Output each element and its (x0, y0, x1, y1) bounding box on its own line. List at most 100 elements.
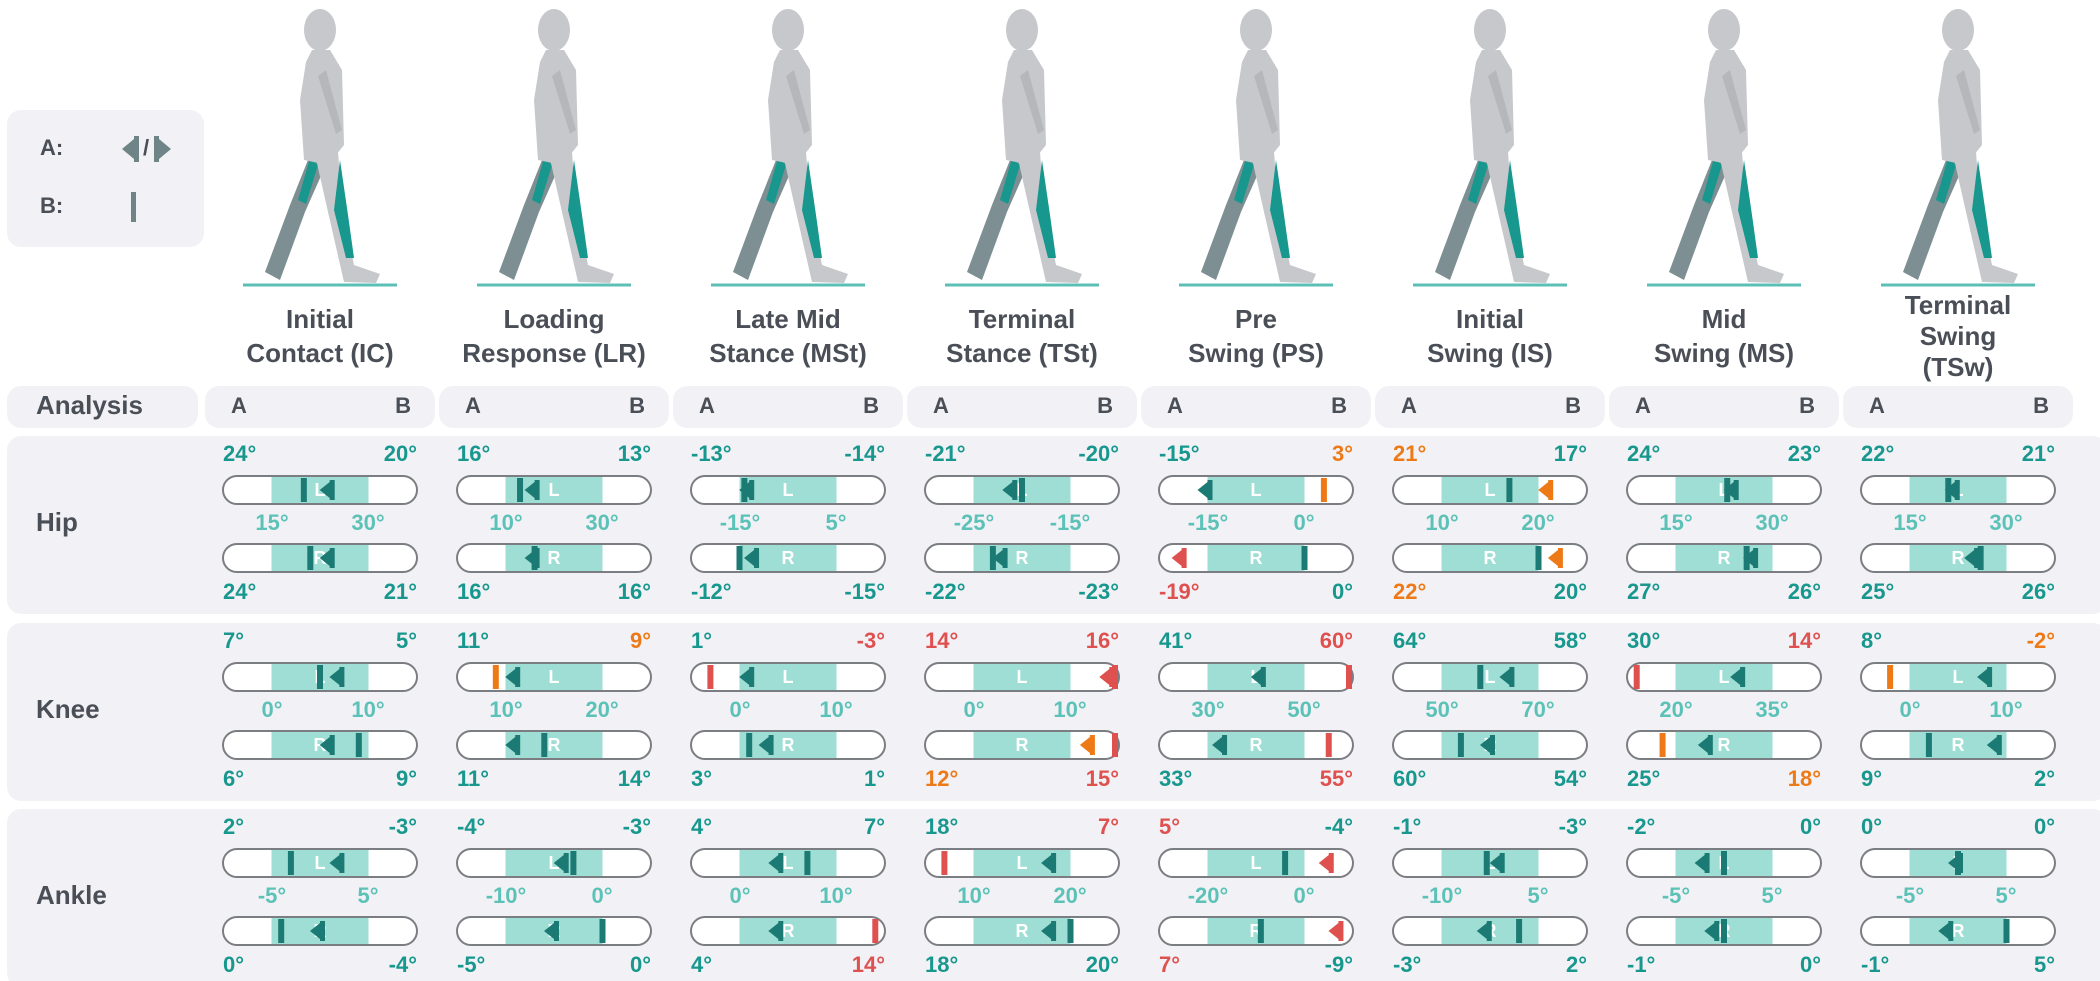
value-b: -3° (857, 628, 885, 653)
value-b: -9° (1325, 952, 1353, 977)
value-b: 17° (1554, 441, 1587, 466)
value-b: 14° (1788, 628, 1821, 653)
head (538, 9, 570, 51)
side-label: L (1953, 667, 1964, 687)
normal-range-band (1441, 664, 1539, 690)
walking-figure (945, 9, 1099, 287)
range-low: 15° (1659, 510, 1692, 535)
torso (1938, 50, 1982, 165)
marker-b (1301, 546, 1308, 570)
value-b: -4° (1325, 814, 1353, 839)
side-label: L (1251, 853, 1262, 873)
value-a: 41° (1159, 628, 1192, 653)
phase-name: (TSw) (1923, 352, 1994, 382)
value-b: -3° (623, 814, 651, 839)
side-label: L (783, 667, 794, 687)
muscle (1468, 158, 1488, 204)
column-a-label: A (465, 393, 481, 418)
value-a: 6° (223, 766, 244, 791)
value-a: -2° (1627, 814, 1655, 839)
column-b-label: B (395, 393, 411, 418)
side-label: R (548, 548, 561, 568)
value-a: 22° (1861, 441, 1894, 466)
value-b: -15° (844, 579, 885, 604)
value-a: 27° (1627, 579, 1660, 604)
head (1240, 9, 1272, 51)
marker-b (1633, 665, 1640, 689)
side-label: R (782, 548, 795, 568)
value-a: 7° (1159, 952, 1180, 977)
marker-a (553, 853, 569, 873)
marker-b (541, 733, 548, 757)
value-a: 5° (1159, 814, 1180, 839)
value-b: 15° (1086, 766, 1119, 791)
side-label: R (1016, 921, 1029, 941)
value-a: 18° (925, 814, 958, 839)
marker-a (1250, 667, 1266, 687)
column-a-label: A (1401, 393, 1417, 418)
range-high: 5° (1527, 883, 1548, 908)
normal-range-band (973, 545, 1071, 571)
value-a: 3° (691, 766, 712, 791)
value-a: -4° (457, 814, 485, 839)
marker-b (1112, 733, 1118, 757)
walking-figure (711, 9, 865, 287)
column-b-label: B (1331, 393, 1347, 418)
marker-b (317, 665, 323, 689)
marker-b (517, 478, 524, 502)
range-high: 20° (1053, 883, 1086, 908)
front-leg (782, 150, 848, 283)
side-label: R (1250, 548, 1263, 568)
head (772, 9, 804, 51)
range-low: -5° (258, 883, 286, 908)
range-low: 15° (255, 510, 288, 535)
range-low: 0° (729, 883, 750, 908)
analysis-header-cell (907, 386, 1137, 428)
value-b: 20° (1554, 579, 1587, 604)
muscle (1234, 158, 1254, 204)
side-label: L (315, 480, 326, 500)
muscle (1738, 160, 1758, 258)
range-high: 10° (819, 883, 852, 908)
range-low: 0° (963, 697, 984, 722)
value-b: 0° (1332, 579, 1353, 604)
range-low: -15° (720, 510, 761, 535)
front-leg (314, 150, 380, 283)
range-low: 30° (1191, 697, 1224, 722)
value-b: 20° (384, 441, 417, 466)
marker-b (1320, 478, 1327, 502)
value-a: 11° (457, 766, 489, 791)
analysis-header-cell (205, 386, 435, 428)
range-high: 35° (1755, 697, 1788, 722)
muscle (1504, 160, 1524, 258)
front-leg (1250, 150, 1316, 283)
value-a: 7° (223, 628, 244, 653)
marker-a (1964, 548, 1980, 568)
value-b: 9° (630, 628, 651, 653)
column-a-label: A (231, 393, 247, 418)
column-a-label: A (1167, 393, 1183, 418)
marker-b (1506, 478, 1513, 502)
muscle (1936, 158, 1956, 204)
side-label: L (1017, 667, 1028, 687)
value-b: -2° (2027, 628, 2055, 653)
torso (300, 50, 344, 165)
side-label: R (1952, 548, 1965, 568)
normal-range-band (1441, 477, 1539, 503)
range-high: -15° (1050, 510, 1091, 535)
value-a: 25° (1627, 766, 1660, 791)
marker-a (1694, 853, 1710, 873)
value-a: 1° (691, 628, 712, 653)
marker-b (570, 851, 577, 875)
marker-a (1697, 735, 1713, 755)
side-label: L (1017, 853, 1028, 873)
value-b: 0° (2034, 814, 2055, 839)
phase-name: Contact (IC) (246, 338, 393, 368)
range-high: 20° (1521, 510, 1554, 535)
value-a: 14° (925, 628, 958, 653)
value-b: 21° (2022, 441, 2055, 466)
marker-b (287, 851, 294, 875)
phase-name: Stance (TSt) (946, 338, 1098, 368)
value-a: 9° (1861, 766, 1882, 791)
front-leg (1016, 150, 1082, 283)
